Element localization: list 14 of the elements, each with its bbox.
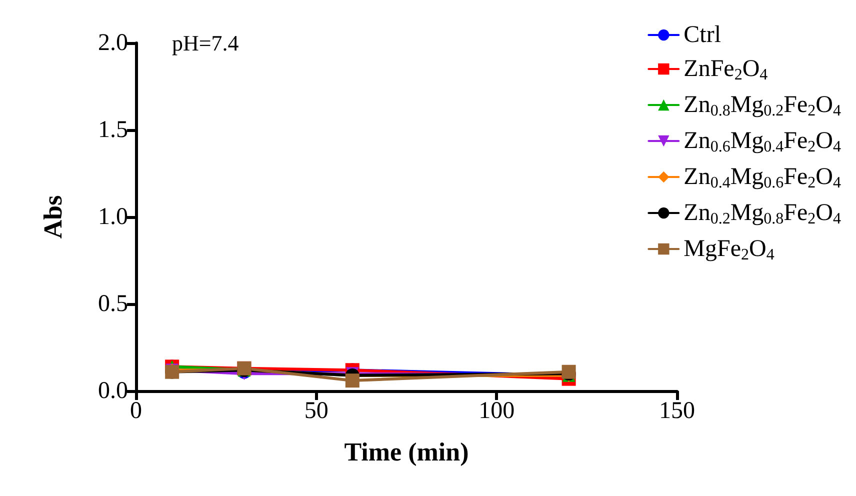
y-tick-label: 0.0 [98, 378, 128, 404]
x-tick-label: 150 [659, 398, 695, 424]
x-tick-label: 0 [130, 398, 142, 424]
y-tick-label: 1.5 [98, 117, 128, 143]
x-tick-label: 100 [478, 398, 515, 424]
legend-label: Ctrl [684, 22, 722, 48]
y-axis-title: Abs [38, 195, 68, 239]
point [345, 374, 360, 388]
y-tick-label: 2.0 [98, 30, 128, 56]
y-tick-label: 0.5 [98, 291, 128, 317]
x-axis-title: Time (min) [344, 438, 469, 466]
annotation: pH=7.4 [172, 30, 239, 56]
y-tick-label: 1.0 [98, 204, 128, 230]
x-tick-label: 50 [304, 398, 328, 424]
